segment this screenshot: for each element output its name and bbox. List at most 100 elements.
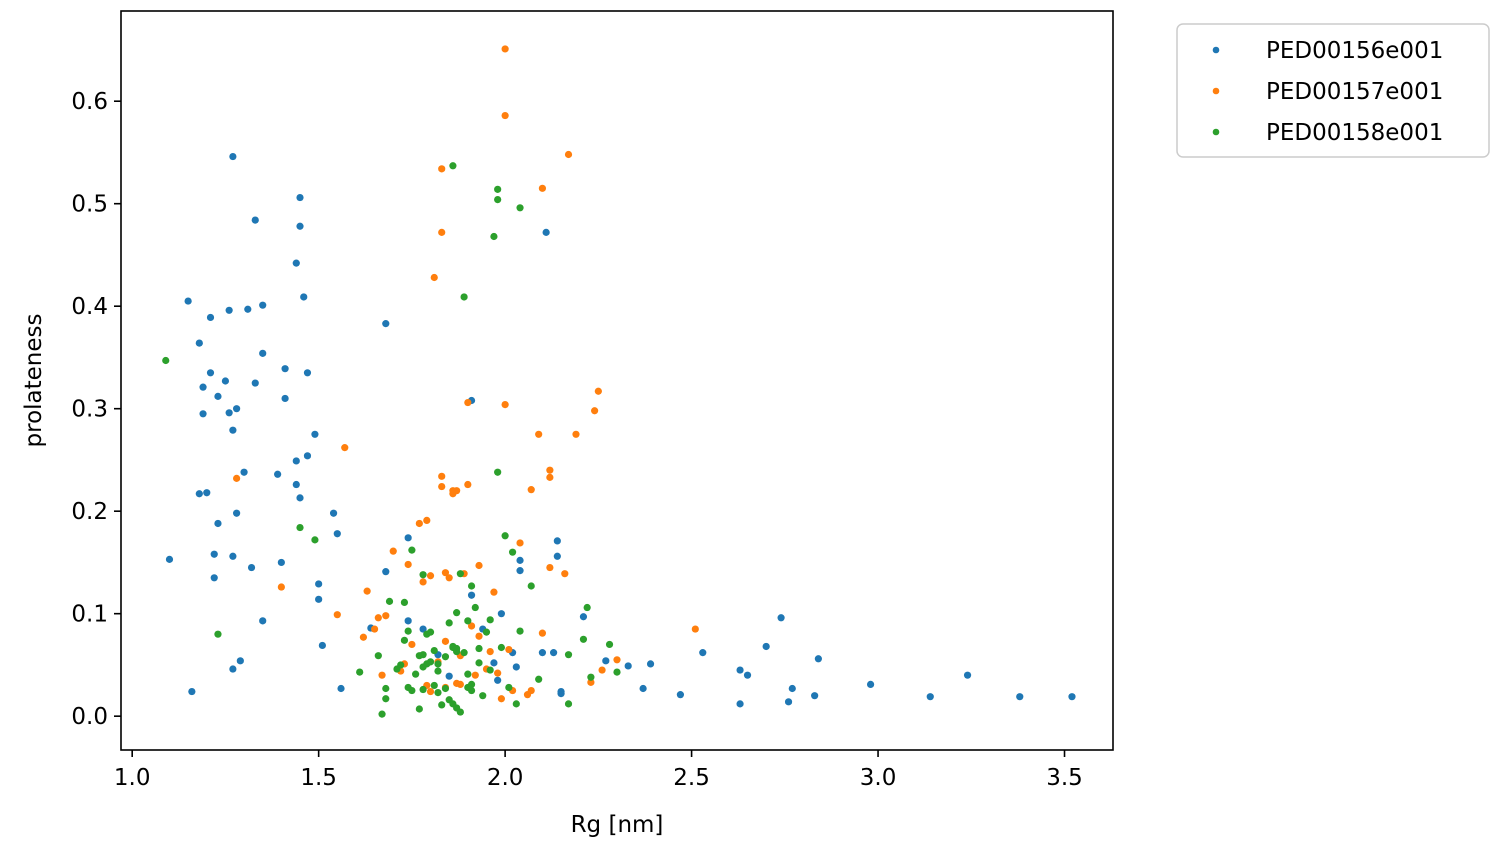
data-point: [400, 636, 409, 644]
data-point: [613, 656, 621, 664]
data-point: [408, 640, 416, 649]
y-tick-label: 0.6: [71, 89, 108, 115]
data-point: [434, 667, 442, 675]
data-point: [225, 306, 233, 314]
data-point: [501, 400, 509, 409]
data-point: [419, 571, 427, 579]
data-point: [453, 644, 461, 653]
data-point: [303, 369, 312, 377]
y-axis-label: prolateness: [21, 314, 47, 448]
legend-marker: [1212, 128, 1220, 136]
data-point: [490, 659, 498, 667]
data-point: [505, 645, 513, 654]
data-point: [415, 705, 423, 713]
data-point: [419, 625, 427, 633]
data-point: [426, 572, 435, 580]
data-point: [926, 693, 934, 701]
data-point: [743, 671, 752, 679]
data-point: [233, 405, 241, 413]
data-point: [400, 598, 409, 607]
data-point: [374, 652, 382, 660]
data-point: [438, 701, 446, 709]
data-point: [404, 560, 412, 569]
y-tick-label: 0.0: [71, 704, 108, 730]
data-point: [516, 627, 524, 635]
data-point: [229, 665, 237, 673]
x-tick-label: 2.0: [487, 765, 524, 791]
data-point: [333, 530, 341, 538]
data-point: [419, 685, 427, 694]
y-tick-label: 0.2: [71, 499, 108, 525]
data-point: [467, 686, 476, 695]
data-point: [438, 482, 446, 491]
data-point: [251, 379, 259, 387]
data-point: [579, 635, 588, 643]
x-axis-ticks: 1.0 1.5 2.0 2.5 3.0 3.5: [114, 750, 1083, 791]
data-point: [482, 628, 491, 636]
data-point: [259, 617, 267, 625]
data-point: [184, 297, 192, 305]
data-point: [445, 619, 453, 627]
data-point: [1068, 693, 1076, 701]
data-point: [516, 539, 524, 547]
data-point: [329, 509, 338, 517]
x-tick-label: 3.0: [860, 765, 897, 791]
data-point: [441, 684, 450, 693]
data-point: [374, 614, 382, 622]
data-point: [546, 563, 554, 572]
data-point: [535, 675, 543, 683]
data-point: [426, 628, 435, 636]
data-point: [281, 365, 289, 373]
data-point: [546, 466, 554, 474]
legend-label: PED00157e001: [1266, 79, 1443, 105]
data-point: [464, 617, 472, 625]
data-point: [564, 150, 573, 159]
data-point: [736, 666, 744, 674]
data-point: [195, 339, 203, 347]
data-point: [453, 487, 461, 495]
data-point: [613, 668, 621, 676]
data-point: [236, 657, 244, 665]
data-point: [385, 597, 394, 605]
data-point: [561, 570, 569, 578]
data-point: [494, 669, 502, 677]
data-point: [456, 570, 464, 578]
data-point: [408, 546, 416, 554]
data-point: [300, 293, 308, 301]
data-point: [233, 474, 241, 482]
data-point: [475, 632, 483, 640]
data-point: [240, 468, 248, 476]
data-point: [359, 633, 368, 641]
data-point: [426, 658, 435, 666]
plot-frame: [120, 10, 1114, 751]
x-axis-label: Rg [nm]: [571, 812, 664, 838]
data-point: [292, 480, 300, 489]
legend-label: PED00156e001: [1266, 38, 1443, 64]
data-point: [221, 377, 230, 385]
data-point: [497, 610, 505, 618]
data-point: [587, 673, 595, 681]
legend-box: [1176, 23, 1490, 158]
data-point: [404, 617, 412, 625]
data-point: [199, 383, 207, 391]
data-point: [456, 708, 464, 716]
data-point: [445, 574, 453, 582]
data-point: [251, 216, 259, 224]
data-point: [516, 204, 524, 212]
legend-marker: [1212, 46, 1220, 54]
data-point: [441, 653, 450, 661]
data-point: [296, 494, 304, 502]
data-point: [497, 643, 505, 652]
data-point: [572, 430, 580, 438]
data-point: [497, 695, 505, 703]
data-point: [557, 690, 565, 698]
data-point: [225, 409, 233, 417]
data-point: [788, 684, 796, 693]
data-point: [203, 489, 211, 497]
data-point: [426, 687, 435, 696]
data-point: [475, 644, 483, 653]
data-point: [423, 516, 431, 525]
data-point: [538, 649, 547, 657]
y-tick-label: 0.5: [71, 192, 108, 218]
data-point: [408, 686, 416, 695]
